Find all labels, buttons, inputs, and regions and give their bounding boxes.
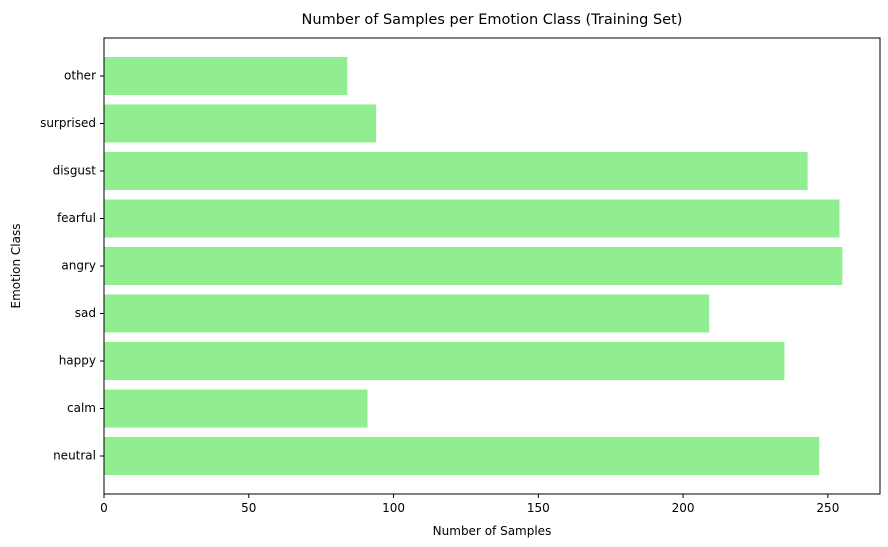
x-tick-label: 100 xyxy=(382,501,405,515)
bar-calm xyxy=(104,389,368,428)
x-tick-label: 250 xyxy=(816,501,839,515)
x-axis-label: Number of Samples xyxy=(433,524,552,538)
y-tick-label: disgust xyxy=(53,164,97,178)
y-axis-label: Emotion Class xyxy=(9,224,23,309)
bar-disgust xyxy=(104,152,808,190)
x-tick-label: 50 xyxy=(241,501,256,515)
bar-angry xyxy=(104,247,843,285)
y-tick-label: fearful xyxy=(57,211,96,225)
y-tick-label: other xyxy=(64,69,96,83)
x-tick-label: 0 xyxy=(100,501,108,515)
y-tick-label: sad xyxy=(75,306,96,320)
y-tick-label: happy xyxy=(59,354,96,368)
y-tick-label: angry xyxy=(61,259,96,273)
bars-group xyxy=(104,57,843,475)
y-tick-label: calm xyxy=(67,401,96,415)
chart-title: Number of Samples per Emotion Class (Tra… xyxy=(302,12,683,28)
bar-other xyxy=(104,57,348,95)
bar-happy xyxy=(104,342,785,380)
bar-fearful xyxy=(104,199,840,238)
bar-neutral xyxy=(104,437,820,475)
x-axis: 0 50 100 150 200 250 xyxy=(100,494,839,515)
y-tick-label: surprised xyxy=(40,116,96,130)
y-axis: neutral calm happy sad angry fearful disgust su… xyxy=(40,69,104,463)
x-tick-label: 150 xyxy=(527,501,550,515)
x-tick-label: 200 xyxy=(672,501,695,515)
y-tick-label: neutral xyxy=(53,449,96,463)
bar-surprised xyxy=(104,104,377,143)
bar-sad xyxy=(104,294,710,333)
